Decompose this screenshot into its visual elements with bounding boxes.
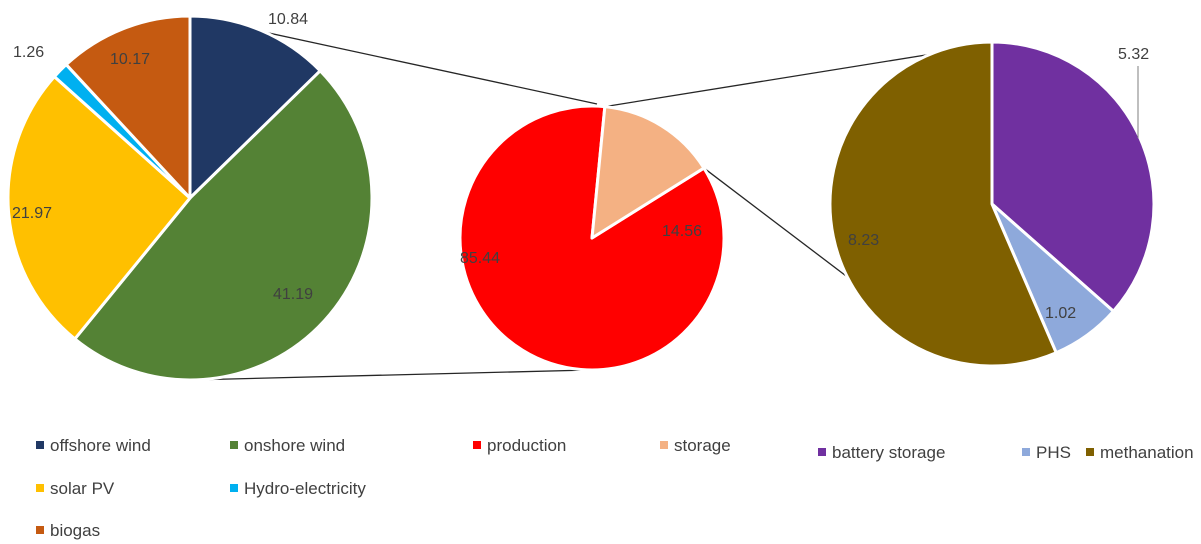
data-label-offshore-wind: 10.84 [268,11,308,28]
legend-label-production: production [487,436,566,455]
data-label-production: 85.44 [460,250,500,267]
production-breakdown-pie [6,14,374,382]
legend-swatch-offshore-wind [36,441,44,449]
legend: offshore wind onshore wind solar PV Hydro-e… [36,436,1194,540]
legend-label-storage: storage [674,436,731,455]
legend-swatch-onshore-wind [230,441,238,449]
legend-label-solar-pv: solar PV [50,479,115,498]
pie-slice-battery-storage [990,40,1156,313]
data-label-onshore-wind: 41.19 [273,286,313,303]
legend-label-phs: PHS [1036,443,1071,462]
data-label-biogas: 10.17 [110,51,150,68]
legend-label-onshore-wind: onshore wind [244,436,345,455]
pie-slice-solar-pv [6,75,192,341]
pie-slice-methanation [828,40,1058,368]
legend-label-offshore-wind: offshore wind [50,436,151,455]
connector-top-right [604,53,933,108]
legend-swatch-storage [660,441,668,449]
legend-swatch-methanation [1086,448,1094,456]
data-label-storage: 14.56 [662,223,702,240]
legend-swatch-biogas [36,526,44,534]
legend-swatch-production [473,441,481,449]
legend-swatch-hydro-electricity [230,484,238,492]
production-vs-storage-pie [458,104,726,372]
legend-label-methanation: methanation [1100,443,1194,462]
legend-swatch-solar-pv [36,484,44,492]
data-label-methanation: 8.23 [848,232,879,249]
pie-slice-offshore-wind [188,14,322,200]
legend-label-hydro-electricity: Hydro-electricity [244,479,366,498]
pie-slice-biogas [64,14,192,200]
connector-bottom-left [189,369,591,381]
data-label-phs: 1.02 [1045,305,1076,322]
data-label-hydro-electricity: 1.26 [13,44,44,61]
data-labels: 10.84 41.19 21.97 1.26 10.17 85.44 14.56 5.32 1.… [12,11,1149,322]
storage-breakdown-pie [828,40,1156,368]
legend-swatch-battery-storage [818,448,826,456]
data-label-solar-pv: 21.97 [12,205,52,222]
legend-swatch-phs [1022,448,1030,456]
legend-label-battery-storage: battery storage [832,443,945,462]
data-label-battery-storage: 5.32 [1118,46,1149,63]
pie-slice-storage [590,105,706,240]
pie-slice-onshore-wind [73,69,374,382]
legend-label-biogas: biogas [50,521,100,540]
